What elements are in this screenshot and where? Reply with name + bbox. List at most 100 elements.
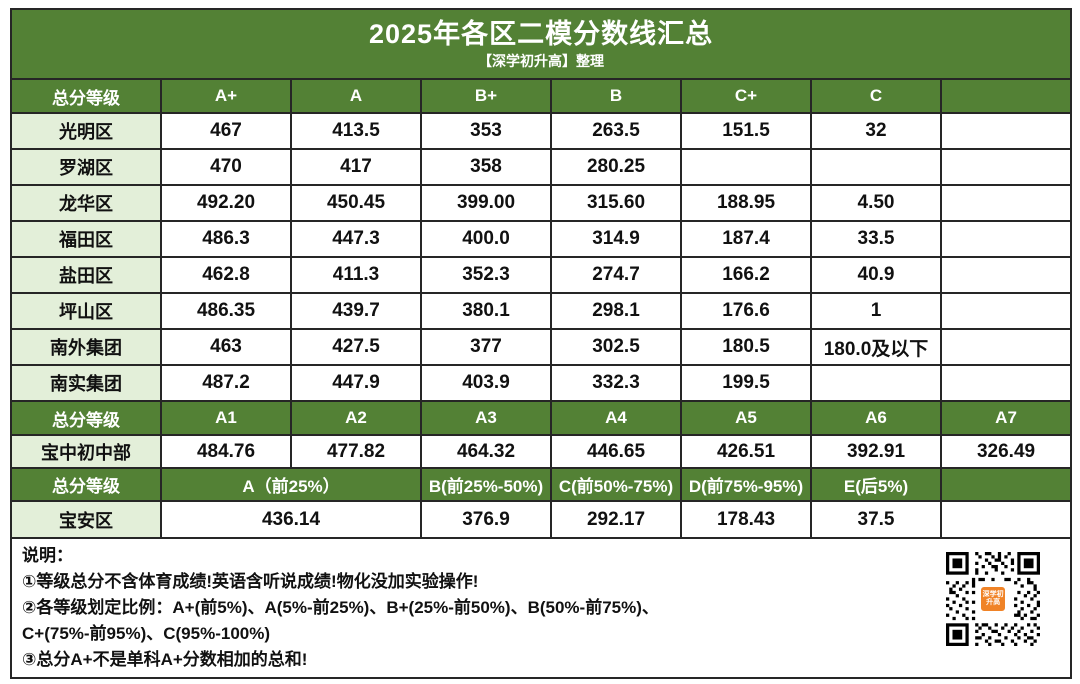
notes-heading: 说明： bbox=[22, 546, 73, 565]
score-cell: 486.35 bbox=[160, 292, 292, 330]
header-cell-grade-label: 总分等级 bbox=[10, 400, 162, 436]
district-label: 南外集团 bbox=[10, 328, 162, 366]
score-cell: 166.2 bbox=[680, 256, 812, 294]
score-cell: 436.14 bbox=[160, 500, 422, 539]
score-cell: 274.7 bbox=[550, 256, 682, 294]
section3-header-row: 总分等级 A（前25%） B(前25%-50%) C(前50%-75%) D(前… bbox=[10, 467, 1073, 502]
score-cell bbox=[939, 148, 1073, 186]
score-cell: 484.76 bbox=[160, 434, 292, 469]
score-cell: 392.91 bbox=[810, 434, 942, 469]
header-cell-band-b: B(前25%-50%) bbox=[420, 467, 552, 502]
qr-code: 深学初升高 bbox=[946, 552, 1041, 646]
district-label: 罗湖区 bbox=[10, 148, 162, 186]
header-cell-band-e: E(后5%) bbox=[810, 467, 942, 502]
header-cell-b: B bbox=[550, 78, 682, 114]
header-cell-grade-label: 总分等级 bbox=[10, 78, 162, 114]
score-cell: 413.5 bbox=[290, 112, 422, 150]
score-cell: 399.00 bbox=[420, 184, 552, 222]
district-label: 南实集团 bbox=[10, 364, 162, 402]
header-cell-grade-label: 总分等级 bbox=[10, 467, 162, 502]
score-cell: 447.3 bbox=[290, 220, 422, 258]
score-cell: 492.20 bbox=[160, 184, 292, 222]
header-cell-band-d: D(前75%-95%) bbox=[680, 467, 812, 502]
score-cell: 358 bbox=[420, 148, 552, 186]
district-label: 福田区 bbox=[10, 220, 162, 258]
table-row-pingshan: 坪山区 486.35 439.7 380.1 298.1 176.6 1 bbox=[10, 292, 1073, 330]
header-cell-band-c: C(前50%-75%) bbox=[550, 467, 682, 502]
header-cell-a-plus: A+ bbox=[160, 78, 292, 114]
score-cell: 380.1 bbox=[420, 292, 552, 330]
section2-header-row: 总分等级 A1 A2 A3 A4 A5 A6 A7 bbox=[10, 400, 1073, 436]
score-cell bbox=[939, 184, 1073, 222]
score-cell bbox=[810, 148, 942, 186]
table-row-futian: 福田区 486.3 447.3 400.0 314.9 187.4 33.5 bbox=[10, 220, 1073, 258]
score-cell: 180.0及以下 bbox=[810, 328, 942, 366]
score-cell: 446.65 bbox=[550, 434, 682, 469]
note-line-4: ③总分A+不是单科A+分数相加的总和! bbox=[22, 650, 308, 669]
district-label: 龙华区 bbox=[10, 184, 162, 222]
score-cell: 427.5 bbox=[290, 328, 422, 366]
header-cell-a4: A4 bbox=[550, 400, 682, 436]
score-cell: 447.9 bbox=[290, 364, 422, 402]
score-cell bbox=[939, 328, 1073, 366]
header-cell-empty bbox=[939, 78, 1073, 114]
score-cell: 280.25 bbox=[550, 148, 682, 186]
header-cell-a2: A2 bbox=[290, 400, 422, 436]
header-cell-c-plus: C+ bbox=[680, 78, 812, 114]
score-cell: 450.45 bbox=[290, 184, 422, 222]
header-cell-a5: A5 bbox=[680, 400, 812, 436]
score-cell: 33.5 bbox=[810, 220, 942, 258]
table-row-luohu: 罗湖区 470 417 358 280.25 bbox=[10, 148, 1073, 186]
score-cell: 292.17 bbox=[550, 500, 682, 539]
header-cell-band-a: A（前25%） bbox=[160, 467, 422, 502]
table-row-yantian: 盐田区 462.8 411.3 352.3 274.7 166.2 40.9 bbox=[10, 256, 1073, 294]
score-cell: 411.3 bbox=[290, 256, 422, 294]
table-row-nanwai: 南外集团 463 427.5 377 302.5 180.5 180.0及以下 bbox=[10, 328, 1073, 366]
score-cell: 37.5 bbox=[810, 500, 942, 539]
header-cell-a1: A1 bbox=[160, 400, 292, 436]
score-cell: 263.5 bbox=[550, 112, 682, 150]
score-cell: 332.3 bbox=[550, 364, 682, 402]
score-cell: 417 bbox=[290, 148, 422, 186]
score-cell: 187.4 bbox=[680, 220, 812, 258]
table-row-nanshi: 南实集团 487.2 447.9 403.9 332.3 199.5 bbox=[10, 364, 1073, 402]
table-row-guangming: 光明区 467 413.5 353 263.5 151.5 32 bbox=[10, 112, 1073, 150]
title-cell: 2025年各区二模分数线汇总 【深学初升高】整理 bbox=[9, 8, 1073, 80]
score-cell: 188.95 bbox=[680, 184, 812, 222]
score-cell: 199.5 bbox=[680, 364, 812, 402]
score-cell: 486.3 bbox=[160, 220, 292, 258]
score-cell: 40.9 bbox=[810, 256, 942, 294]
table-row-baozhong: 宝中初中部 484.76 477.82 464.32 446.65 426.51… bbox=[10, 434, 1073, 469]
score-cell: 400.0 bbox=[420, 220, 552, 258]
score-cell: 1 bbox=[810, 292, 942, 330]
district-label: 盐田区 bbox=[10, 256, 162, 294]
header-cell-empty bbox=[939, 467, 1073, 502]
score-cell: 302.5 bbox=[550, 328, 682, 366]
score-cell: 178.43 bbox=[680, 500, 812, 539]
note-line-2: ②各等级划定比例：A+(前5%)、A(5%-前25%)、B+(25%-前50%)… bbox=[22, 598, 659, 617]
score-cell: 326.49 bbox=[939, 434, 1073, 469]
score-cell bbox=[680, 148, 812, 186]
score-cell: 462.8 bbox=[160, 256, 292, 294]
score-cell: 470 bbox=[160, 148, 292, 186]
score-cell: 32 bbox=[810, 112, 942, 150]
score-cell: 426.51 bbox=[680, 434, 812, 469]
score-cell: 315.60 bbox=[550, 184, 682, 222]
header-cell-a3: A3 bbox=[420, 400, 552, 436]
score-cell: 464.32 bbox=[420, 434, 552, 469]
score-cell bbox=[939, 220, 1073, 258]
score-cell bbox=[810, 364, 942, 402]
header-cell-b-plus: B+ bbox=[420, 78, 552, 114]
score-cell: 487.2 bbox=[160, 364, 292, 402]
header-cell-a6: A6 bbox=[810, 400, 942, 436]
score-cell: 151.5 bbox=[680, 112, 812, 150]
district-label: 宝安区 bbox=[10, 500, 162, 539]
title-row: 2025年各区二模分数线汇总 【深学初升高】整理 bbox=[9, 8, 1073, 80]
score-cell bbox=[939, 364, 1073, 402]
note-line-1: ①等级总分不含体育成绩!英语含听说成绩!物化没加实验操作! bbox=[22, 572, 479, 591]
district-label: 光明区 bbox=[10, 112, 162, 150]
table-row-baoan: 宝安区 436.14 376.9 292.17 178.43 37.5 bbox=[10, 500, 1073, 539]
qr-center-logo: 深学初升高 bbox=[979, 585, 1008, 613]
score-table: 2025年各区二模分数线汇总 【深学初升高】整理 总分等级 A+ A B+ B … bbox=[9, 8, 1073, 679]
header-cell-a7: A7 bbox=[939, 400, 1073, 436]
